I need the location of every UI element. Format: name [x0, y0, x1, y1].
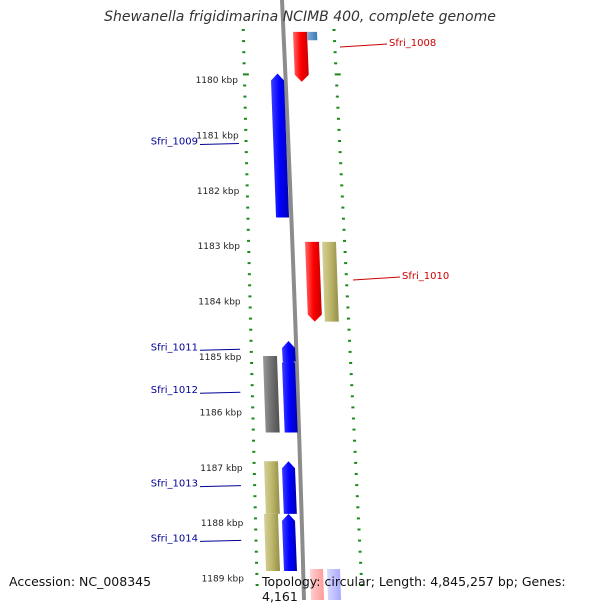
- gene-steel[interactable]: [307, 31, 318, 41]
- label-leader: [352, 276, 401, 281]
- gene-label: Sfri_1014: [151, 533, 198, 544]
- gene-sfri-1008[interactable]: [293, 31, 309, 82]
- gene-label: Sfri_1011: [151, 342, 198, 353]
- gene-lightred[interactable]: [310, 569, 325, 600]
- gene-sfri-1010[interactable]: [305, 241, 322, 322]
- kbp-tick-label: 1188 kbp: [201, 519, 244, 529]
- gene-label: Sfri_1009: [151, 136, 198, 147]
- gene-sfri-1014[interactable]: [282, 513, 297, 571]
- gene-label: Sfri_1012: [151, 385, 198, 396]
- gene-khaki[interactable]: [322, 241, 339, 322]
- genome-title: Shewanella frigidimarina NCIMB 400, comp…: [104, 9, 496, 25]
- gene-sfri-1011[interactable]: [282, 341, 296, 362]
- kbp-tick-label: 1186 kbp: [200, 408, 243, 418]
- gene-label: Sfri_1008: [389, 38, 436, 49]
- label-leader: [199, 539, 242, 542]
- gene-khaki[interactable]: [264, 513, 280, 571]
- gene-label: Sfri_1010: [402, 271, 449, 282]
- label-leader: [339, 43, 388, 48]
- label-leader: [199, 348, 241, 351]
- label-layer: 1180 kbp 1181 kbp 1182 kbp 1183 kbp 1184 kbp…: [151, 38, 449, 585]
- kbp-tick-label: 1187 kbp: [200, 464, 243, 474]
- gene-gray[interactable]: [263, 356, 280, 433]
- kbp-tick-label: 1183 kbp: [198, 242, 241, 252]
- gene-label: Sfri_1013: [151, 479, 198, 490]
- accession-text: Accession: NC_008345: [9, 574, 152, 589]
- gene-sfri-1013[interactable]: [282, 461, 297, 514]
- genome-backbone: [280, 0, 306, 600]
- label-leader: [199, 485, 241, 488]
- gene-sfri-1009[interactable]: [271, 73, 290, 218]
- kbp-tick-label: 1180 kbp: [196, 76, 239, 86]
- gene-sfri-1012[interactable]: [282, 356, 298, 433]
- label-leader: [199, 391, 241, 394]
- kbp-tick-label: 1185 kbp: [199, 353, 242, 363]
- gene-lightblue[interactable]: [327, 569, 342, 600]
- kbp-tick-label: 1189 kbp: [202, 575, 245, 585]
- label-leader: [199, 142, 239, 145]
- gene-khaki[interactable]: [264, 461, 280, 514]
- tick-layer: [241, 29, 364, 586]
- kbp-tick-label: 1181 kbp: [196, 131, 239, 141]
- gene-layer: [263, 31, 342, 600]
- kbp-tick-label: 1182 kbp: [197, 187, 240, 197]
- kbp-tick-label: 1184 kbp: [198, 298, 241, 308]
